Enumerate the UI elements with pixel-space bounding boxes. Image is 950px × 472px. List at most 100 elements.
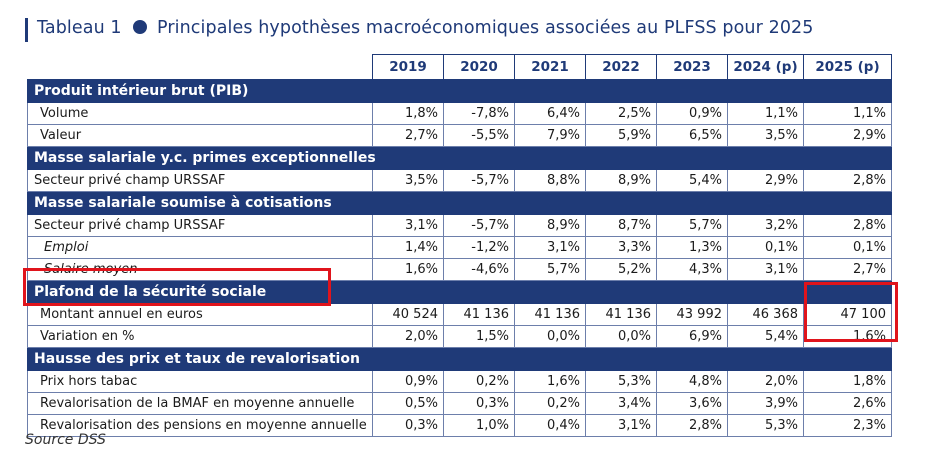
value-cell: 3,1% — [514, 236, 586, 259]
table-title-text: Principales hypothèses macroéconomiques … — [157, 18, 814, 38]
row-label: Valeur — [27, 124, 373, 147]
table-number: Tableau 1 — [37, 18, 122, 38]
value-cell: -7,8% — [443, 102, 515, 125]
value-cell: 0,1% — [803, 236, 892, 259]
bullet-dot-icon — [133, 20, 148, 34]
section-header-row: Masse salariale soumise à cotisations — [27, 191, 892, 215]
value-cell: 1,4% — [372, 236, 444, 259]
section-title: Produit intérieur brut (PIB) — [27, 79, 892, 103]
value-cell: 6,9% — [656, 325, 728, 348]
section-header-row: Produit intérieur brut (PIB) — [27, 79, 892, 103]
table-row: Variation en % 2,0% 1,5% 0,0% 0,0% 6,9% 5,4% 1,… — [27, 325, 892, 348]
value-cell: 6,4% — [514, 102, 586, 125]
value-cell: 2,9% — [727, 169, 804, 192]
value-cell: 0,3% — [372, 414, 444, 437]
value-cell: 2,3% — [803, 414, 892, 437]
value-cell: 2,9% — [803, 124, 892, 147]
value-cell: 3,1% — [585, 414, 657, 437]
value-cell: 5,7% — [514, 258, 586, 281]
value-cell: -5,7% — [443, 214, 515, 237]
value-cell: 3,5% — [372, 169, 444, 192]
value-cell: 2,0% — [727, 370, 804, 393]
value-cell: 5,3% — [727, 414, 804, 437]
value-cell: 2,6% — [803, 392, 892, 415]
value-cell: 3,1% — [372, 214, 444, 237]
table-row: Secteur privé champ URSSAF 3,1% -5,7% 8,9% 8… — [27, 214, 892, 237]
value-cell: 8,9% — [585, 169, 657, 192]
highlight-plafond-heading — [23, 268, 331, 306]
table-row: Valeur 2,7% -5,5% 7,9% 5,9% 6,5% 3,5% 2,9% — [27, 124, 892, 147]
value-cell: 1,1% — [727, 102, 804, 125]
highlight-2025-plafond-values — [804, 282, 898, 342]
value-cell: 2,8% — [803, 214, 892, 237]
value-cell: 5,4% — [656, 169, 728, 192]
value-cell: 1,8% — [372, 102, 444, 125]
title-accent-bar — [25, 18, 28, 42]
value-cell: 2,7% — [372, 124, 444, 147]
year-header-cell: 2019 — [372, 54, 444, 80]
source-note: Source DSS — [25, 432, 106, 448]
value-cell: 1,1% — [803, 102, 892, 125]
value-cell: 5,7% — [656, 214, 728, 237]
value-cell: -5,5% — [443, 124, 515, 147]
section-title: Masse salariale soumise à cotisations — [27, 191, 892, 215]
value-cell: 2,0% — [372, 325, 444, 348]
row-label: Variation en % — [27, 325, 373, 348]
value-cell: 0,3% — [443, 392, 515, 415]
value-cell: 3,3% — [585, 236, 657, 259]
value-cell: 2,7% — [803, 258, 892, 281]
year-header-cell: 2020 — [443, 54, 515, 80]
row-label: Prix hors tabac — [27, 370, 373, 393]
row-label: Montant annuel en euros — [27, 303, 373, 326]
value-cell: 5,4% — [727, 325, 804, 348]
value-cell: 41 136 — [514, 303, 586, 326]
header-blank-cell — [28, 55, 373, 80]
value-cell: 7,9% — [514, 124, 586, 147]
table-row: Montant annuel en euros 40 524 41 136 41 13… — [27, 303, 892, 326]
row-label: Volume — [27, 102, 373, 125]
value-cell: 0,2% — [443, 370, 515, 393]
table-title: Tableau 1 Principales hypothèses macroéc… — [37, 18, 814, 38]
table-row: Prix hors tabac 0,9% 0,2% 1,6% 5,3% 4,8% 2,0% 1… — [27, 370, 892, 393]
value-cell: 5,9% — [585, 124, 657, 147]
value-cell: 8,8% — [514, 169, 586, 192]
value-cell: 1,8% — [803, 370, 892, 393]
value-cell: 41 136 — [585, 303, 657, 326]
value-cell: 1,0% — [443, 414, 515, 437]
section-header-row: Hausse des prix et taux de revalorisatio… — [27, 347, 892, 371]
value-cell: 5,2% — [585, 258, 657, 281]
value-cell: 0,2% — [514, 392, 586, 415]
value-cell: 8,9% — [514, 214, 586, 237]
year-header-cell: 2025 (p) — [803, 54, 892, 80]
row-label: Revalorisation des pensions en moyenne a… — [27, 414, 373, 437]
section-header-row: Plafond de la sécurité sociale — [27, 280, 892, 304]
row-label: Revalorisation de la BMAF en moyenne ann… — [27, 392, 373, 415]
value-cell: 1,6% — [514, 370, 586, 393]
value-cell: 5,3% — [585, 370, 657, 393]
value-cell: 3,6% — [656, 392, 728, 415]
value-cell: 3,5% — [727, 124, 804, 147]
value-cell: 2,5% — [585, 102, 657, 125]
value-cell: 3,4% — [585, 392, 657, 415]
value-cell: 0,4% — [514, 414, 586, 437]
year-header-cell: 2022 — [585, 54, 657, 80]
value-cell: 46 368 — [727, 303, 804, 326]
table-row: Revalorisation de la BMAF en moyenne ann… — [27, 392, 892, 415]
value-cell: 0,5% — [372, 392, 444, 415]
value-cell: 3,2% — [727, 214, 804, 237]
value-cell: 0,0% — [585, 325, 657, 348]
macro-hypotheses-table: 2019 2020 2021 2022 2023 2024 (p) 2025 (p) Pro… — [27, 54, 892, 437]
table-row: Secteur privé champ URSSAF 3,5% -5,7% 8,8% 8… — [27, 169, 892, 192]
table-row: Salaire moyen 1,6% -4,6% 5,7% 5,2% 4,3% 3,1% 2,… — [27, 258, 892, 281]
section-title: Hausse des prix et taux de revalorisatio… — [27, 347, 892, 371]
value-cell: 40 524 — [372, 303, 444, 326]
value-cell: -1,2% — [443, 236, 515, 259]
value-cell: -4,6% — [443, 258, 515, 281]
year-header-cell: 2024 (p) — [727, 54, 804, 80]
value-cell: 2,8% — [656, 414, 728, 437]
year-header-cell: 2021 — [514, 54, 586, 80]
value-cell: 2,8% — [803, 169, 892, 192]
section-title: Masse salariale y.c. primes exceptionnel… — [27, 146, 892, 170]
table-row: Volume 1,8% -7,8% 6,4% 2,5% 0,9% 1,1% 1,1% — [27, 102, 892, 125]
row-label: Secteur privé champ URSSAF — [27, 169, 373, 192]
